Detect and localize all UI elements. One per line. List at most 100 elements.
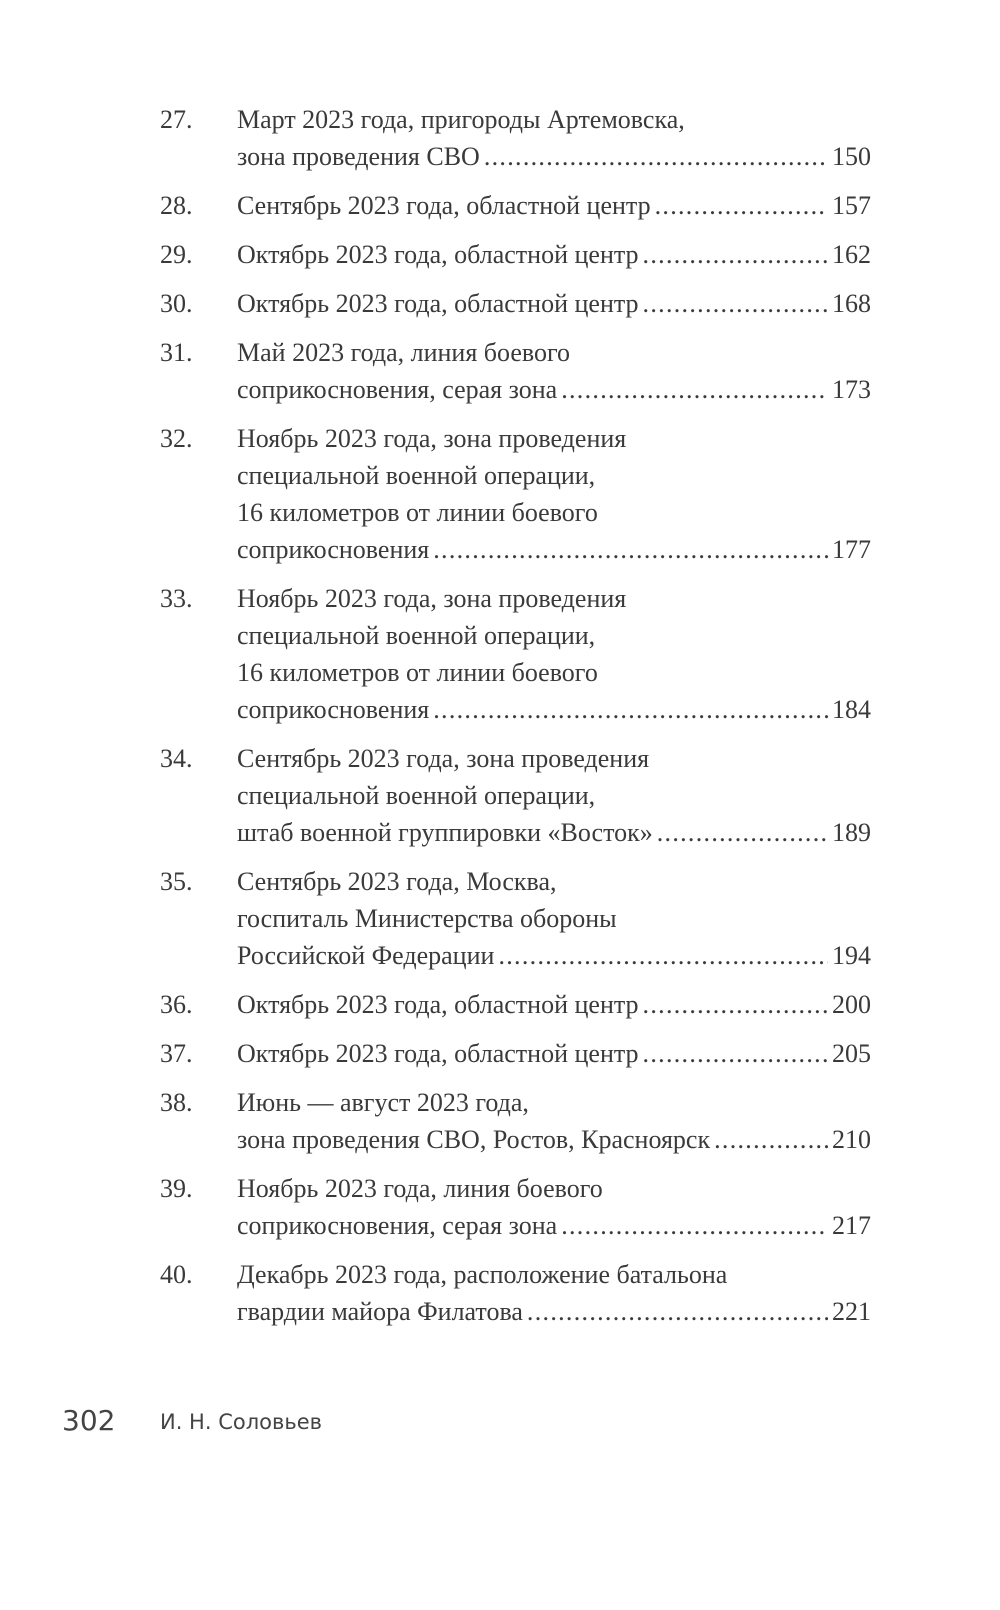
toc-entry[interactable]: 33. Ноябрь 2023 года, зона проведения спец… [160, 580, 871, 728]
entry-number: 40. [160, 1260, 193, 1289]
entry-number: 28. [160, 191, 193, 220]
entry-title-line: Март 2023 года, пригороды Артемовска, [237, 105, 685, 134]
dot-leader [643, 986, 828, 1023]
toc-entry[interactable]: 32. Ноябрь 2023 года, зона проведения спец… [160, 420, 871, 568]
entry-title-line: штаб военной группировки «Восток» 189 [237, 814, 871, 851]
entry-page-number: 221 [832, 1297, 871, 1326]
entry-title-line: Октябрь 2023 года, областной центр 168 [237, 285, 871, 322]
entry-title-line: Сентябрь 2023 года, Москва, [237, 867, 557, 896]
entry-page-number: 189 [832, 818, 871, 847]
entry-title-text: соприкосновения [237, 535, 430, 564]
entry-title-line: соприкосновения, серая зона 217 [237, 1207, 871, 1244]
toc-entry[interactable]: 38. Июнь — август 2023 года, зона проведен… [160, 1084, 871, 1158]
entry-title-line: специальной военной операции, [237, 621, 596, 650]
entry-title-line: Сентябрь 2023 года, областной центр 157 [237, 187, 871, 224]
entry-number: 32. [160, 424, 193, 453]
entry-title-line: Декабрь 2023 года, расположение батальон… [237, 1260, 728, 1289]
entry-number: 35. [160, 867, 193, 896]
toc-entry[interactable]: 28. Сентябрь 2023 года, областной центр 15… [160, 187, 871, 224]
dot-leader [657, 814, 828, 851]
toc-entry[interactable]: 40. Декабрь 2023 года, расположение батал… [160, 1256, 871, 1330]
entry-page-number: 177 [832, 535, 871, 564]
entry-number: 27. [160, 105, 193, 134]
entry-title-line: соприкосновения 177 [237, 531, 871, 568]
dot-leader [714, 1121, 828, 1158]
entry-number: 30. [160, 289, 193, 318]
dot-leader [643, 285, 828, 322]
toc-entry[interactable]: 34. Сентябрь 2023 года, зона проведения сп… [160, 740, 871, 851]
entry-title-line: Октябрь 2023 года, областной центр 205 [237, 1035, 871, 1072]
entry-page-number: 173 [832, 375, 871, 404]
entry-title-line: Июнь — август 2023 года, [237, 1088, 529, 1117]
entry-title-line: 16 километров от линии боевого [237, 658, 598, 687]
entry-title-line: Октябрь 2023 года, областной центр 162 [237, 236, 871, 273]
entry-title-line: зона проведения СВО 150 [237, 138, 871, 175]
entry-page-number: 210 [832, 1125, 871, 1154]
entry-title-line: Российской Федерации 194 [237, 937, 871, 974]
dot-leader [484, 138, 828, 175]
entry-number: 29. [160, 240, 193, 269]
entry-title-text: Октябрь 2023 года, областной центр [237, 1039, 639, 1068]
dot-leader [655, 187, 828, 224]
toc-entry[interactable]: 27. Март 2023 года, пригороды Артемовска,… [160, 101, 871, 175]
entry-number: 34. [160, 744, 193, 773]
entry-page-number: 205 [832, 1039, 871, 1068]
entry-number: 33. [160, 584, 193, 613]
entry-title-line: зона проведения СВО, Ростов, Красноярск 2… [237, 1121, 871, 1158]
entry-title-text: соприкосновения [237, 695, 430, 724]
page-number: 302 [62, 1404, 116, 1437]
entry-title-line: Октябрь 2023 года, областной центр 200 [237, 986, 871, 1023]
entry-page-number: 168 [832, 289, 871, 318]
entry-title-line: гвардии майора Филатова 221 [237, 1293, 871, 1330]
entry-title-text: Сентябрь 2023 года, областной центр [237, 191, 651, 220]
entry-number: 37. [160, 1039, 193, 1068]
table-of-contents: 27. Март 2023 года, пригороды Артемовска,… [160, 101, 871, 1342]
dot-leader [433, 691, 828, 728]
entry-title-line: госпиталь Министерства обороны [237, 904, 617, 933]
entry-title-line: специальной военной операции, [237, 781, 596, 810]
entry-title-line: 16 километров от линии боевого [237, 498, 598, 527]
entry-number: 31. [160, 338, 193, 367]
toc-entry[interactable]: 39. Ноябрь 2023 года, линия боевого соприк… [160, 1170, 871, 1244]
entry-title-text: штаб военной группировки «Восток» [237, 818, 653, 847]
entry-title-line: Ноябрь 2023 года, зона проведения [237, 584, 627, 613]
entry-page-number: 162 [832, 240, 871, 269]
entry-title-line: соприкосновения, серая зона 173 [237, 371, 871, 408]
dot-leader [498, 937, 828, 974]
entry-page-number: 150 [832, 142, 871, 171]
entry-title-line: Ноябрь 2023 года, зона проведения [237, 424, 627, 453]
entry-title-text: зона проведения СВО [237, 142, 480, 171]
entry-title-line: Сентябрь 2023 года, зона проведения [237, 744, 650, 773]
entry-title-line: соприкосновения 184 [237, 691, 871, 728]
dot-leader [643, 1035, 828, 1072]
toc-entry[interactable]: 30. Октябрь 2023 года, областной центр 168 [160, 285, 871, 322]
entry-page-number: 194 [832, 941, 871, 970]
entry-title-text: зона проведения СВО, Ростов, Красноярск [237, 1125, 711, 1154]
dot-leader [643, 236, 828, 273]
toc-entry[interactable]: 35. Сентябрь 2023 года, Москва, госпиталь … [160, 863, 871, 974]
entry-page-number: 217 [832, 1211, 871, 1240]
entry-page-number: 200 [832, 990, 871, 1019]
entry-title-text: соприкосновения, серая зона [237, 1211, 558, 1240]
entry-title-text: Октябрь 2023 года, областной центр [237, 289, 639, 318]
toc-entry[interactable]: 31. Май 2023 года, линия боевого соприкосн… [160, 334, 871, 408]
toc-entry[interactable]: 36. Октябрь 2023 года, областной центр 200 [160, 986, 871, 1023]
running-author: И. Н. Соловьев [160, 1410, 323, 1434]
dot-leader [527, 1293, 828, 1330]
entry-title-text: соприкосновения, серая зона [237, 375, 558, 404]
dot-leader [561, 1207, 828, 1244]
entry-number: 39. [160, 1174, 193, 1203]
toc-entry[interactable]: 29. Октябрь 2023 года, областной центр 162 [160, 236, 871, 273]
entry-number: 38. [160, 1088, 193, 1117]
entry-page-number: 184 [832, 695, 871, 724]
entry-title-line: Май 2023 года, линия боевого [237, 338, 570, 367]
entry-title-text: Октябрь 2023 года, областной центр [237, 990, 639, 1019]
entry-number: 36. [160, 990, 193, 1019]
entry-title-text: Российской Федерации [237, 941, 495, 970]
entry-title-line: Ноябрь 2023 года, линия боевого [237, 1174, 603, 1203]
entry-page-number: 157 [832, 191, 871, 220]
entry-title-text: гвардии майора Филатова [237, 1297, 523, 1326]
dot-leader [561, 371, 828, 408]
entry-title-line: специальной военной операции, [237, 461, 596, 490]
toc-entry[interactable]: 37. Октябрь 2023 года, областной центр 205 [160, 1035, 871, 1072]
